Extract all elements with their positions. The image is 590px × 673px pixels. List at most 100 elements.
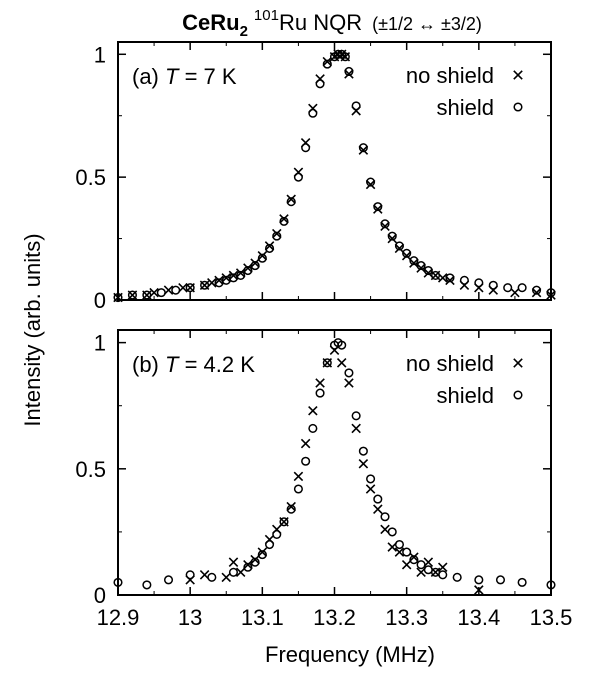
data-point-shield bbox=[402, 248, 412, 258]
data-point-shield bbox=[207, 572, 217, 582]
data-point-no-shield bbox=[221, 273, 232, 283]
data-point-shield bbox=[351, 411, 361, 421]
data-point-no-shield bbox=[257, 547, 268, 557]
data-point-no-shield bbox=[387, 233, 397, 244]
data-point-shield bbox=[373, 494, 383, 504]
data-point-shield bbox=[423, 265, 433, 276]
data-point-shield bbox=[286, 197, 296, 207]
data-point-no-shield bbox=[344, 378, 354, 388]
data-point-shield bbox=[474, 278, 484, 288]
data-point-shield bbox=[127, 290, 137, 300]
x-tick-label: 13.1 bbox=[241, 605, 284, 630]
y-tick-label: 0 bbox=[94, 583, 106, 608]
data-point-shield bbox=[156, 288, 166, 298]
data-point-no-shield bbox=[365, 179, 376, 190]
data-point-shield bbox=[171, 285, 181, 295]
data-point-shield bbox=[394, 241, 405, 251]
data-point-no-shield bbox=[474, 585, 484, 595]
data-point-shield bbox=[236, 270, 246, 280]
data-point-shield bbox=[279, 517, 289, 527]
y-tick-label: 0.5 bbox=[75, 457, 106, 482]
data-point-shield bbox=[265, 243, 275, 253]
data-point-shield bbox=[228, 567, 239, 577]
y-tick-label: 1 bbox=[94, 331, 106, 356]
data-point-shield bbox=[459, 275, 469, 285]
data-point-shield bbox=[394, 539, 405, 550]
data-point-no-shield bbox=[373, 504, 383, 514]
data-point-shield bbox=[200, 280, 210, 290]
data-point-no-shield bbox=[300, 438, 311, 449]
data-point-no-shield bbox=[546, 290, 556, 300]
data-point-no-shield bbox=[257, 251, 268, 261]
data-point-no-shield bbox=[228, 270, 239, 281]
data-point-shield bbox=[416, 560, 426, 570]
data-point-no-shield bbox=[228, 557, 239, 567]
data-point-no-shield bbox=[445, 275, 455, 286]
data-point-no-shield bbox=[293, 471, 304, 482]
data-point-shield bbox=[185, 283, 195, 293]
data-point-no-shield bbox=[358, 458, 369, 469]
data-point-no-shield bbox=[531, 287, 542, 298]
data-point-no-shield bbox=[279, 214, 289, 224]
data-point-shield bbox=[438, 570, 448, 580]
data-point-shield bbox=[286, 504, 296, 514]
data-point-shield bbox=[488, 280, 498, 290]
data-point-shield bbox=[243, 265, 253, 276]
data-point-no-shield bbox=[358, 145, 369, 155]
data-point-shield bbox=[265, 539, 275, 550]
data-point-shield bbox=[373, 202, 383, 212]
data-point-shield bbox=[315, 79, 325, 89]
data-point-no-shield bbox=[394, 547, 405, 557]
data-point-shield bbox=[340, 52, 350, 62]
legend-marker-cross bbox=[513, 358, 523, 368]
y-tick-label: 1 bbox=[94, 42, 106, 67]
data-point-shield bbox=[113, 292, 123, 303]
data-point-shield bbox=[517, 283, 527, 293]
data-point-shield bbox=[185, 570, 195, 580]
x-axis-label: Frequency (MHz) bbox=[265, 642, 435, 667]
data-point-shield bbox=[474, 575, 484, 585]
y-axis-label: Intensity (arb. units) bbox=[20, 233, 45, 426]
data-point-shield bbox=[351, 101, 361, 111]
data-point-no-shield bbox=[336, 358, 347, 368]
data-point-shield bbox=[272, 529, 282, 539]
x-tick-label: 13.4 bbox=[457, 605, 500, 630]
data-point-no-shield bbox=[510, 287, 520, 298]
data-point-no-shield bbox=[409, 552, 419, 562]
data-point-shield bbox=[387, 231, 397, 241]
data-point-shield bbox=[250, 261, 260, 271]
data-point-shield bbox=[163, 575, 174, 585]
data-point-no-shield bbox=[322, 56, 333, 67]
x-tick-label: 12.9 bbox=[97, 605, 140, 630]
data-point-shield bbox=[409, 555, 419, 565]
chart-title: CeRu2101Ru NQR (±1/2 ↔ ±3/2) bbox=[182, 7, 482, 40]
data-point-shield bbox=[337, 340, 347, 350]
y-tick-label: 0 bbox=[94, 288, 106, 313]
data-point-shield bbox=[344, 66, 354, 77]
data-point-no-shield bbox=[315, 378, 325, 388]
data-point-shield bbox=[452, 572, 462, 582]
data-point-shield bbox=[301, 456, 311, 466]
data-point-no-shield bbox=[351, 423, 361, 434]
data-point-no-shield bbox=[235, 567, 246, 578]
legend-label-no-shield: no shield bbox=[406, 351, 494, 376]
x-tick-label: 13.3 bbox=[385, 605, 428, 630]
y-tick-label: 0.5 bbox=[75, 165, 106, 190]
data-point-shield bbox=[308, 108, 318, 118]
x-tick-label: 13.5 bbox=[530, 605, 573, 630]
data-point-shield bbox=[380, 512, 390, 522]
data-point-shield bbox=[322, 358, 332, 368]
legend-marker-circle bbox=[513, 390, 523, 400]
data-point-no-shield bbox=[286, 501, 296, 512]
data-point-no-shield bbox=[394, 243, 405, 254]
data-point-shield bbox=[430, 270, 441, 280]
data-point-shield bbox=[301, 143, 311, 153]
legend-label-shield: shield bbox=[437, 95, 494, 120]
data-point-shield bbox=[315, 388, 325, 398]
panels: 0 0.5 1 (a) T = 7 K no shield shield 12.9 13 13.… bbox=[75, 41, 573, 630]
legend-label-shield: shield bbox=[437, 383, 494, 408]
panel-label: (a) T = 7 K bbox=[132, 64, 237, 89]
data-point-shield bbox=[293, 172, 303, 182]
data-point-shield bbox=[344, 368, 354, 378]
